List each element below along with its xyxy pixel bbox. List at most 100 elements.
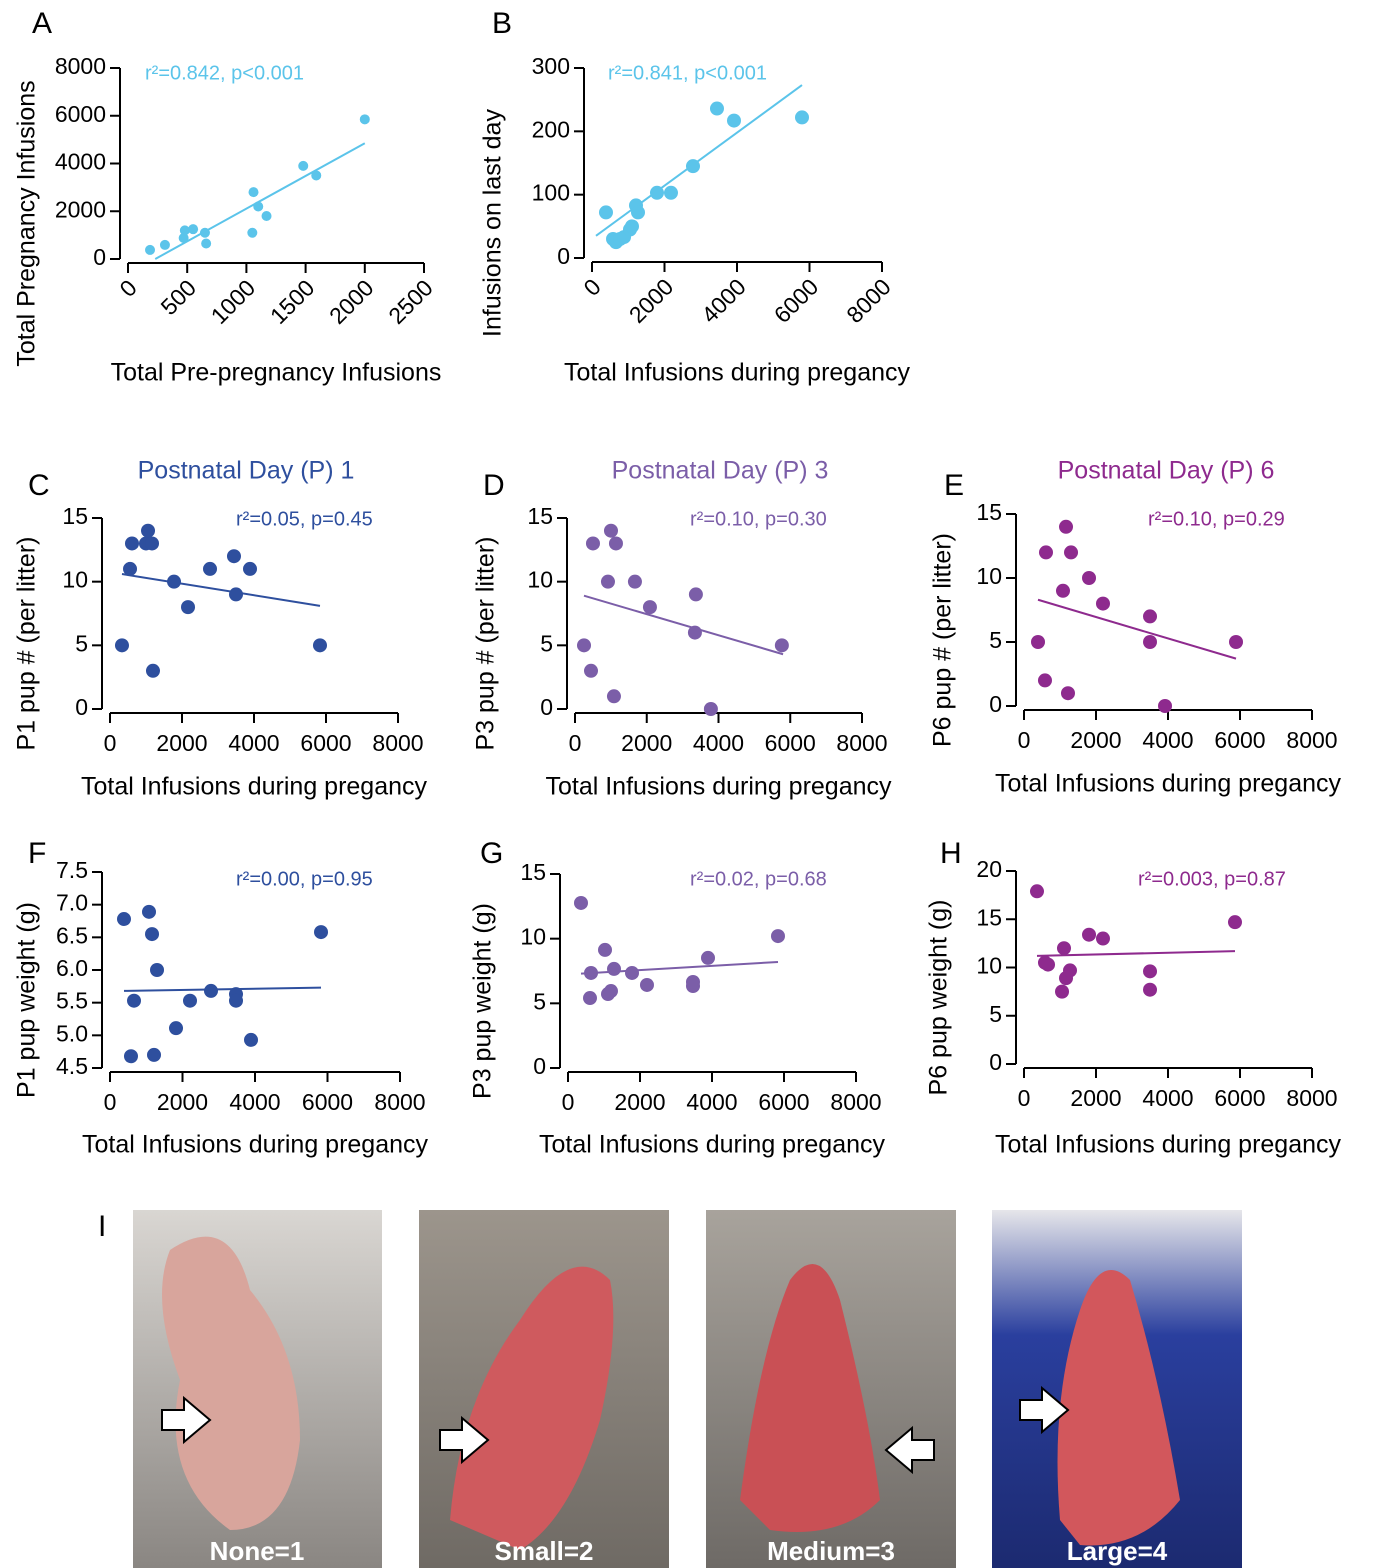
photo-panel: I None=1 Small=2 Medium=3 Large=4 (98, 1210, 1242, 1568)
y-axis-label: Total Pregnancy Infusions (13, 80, 41, 366)
y-tick-label: 5 (75, 630, 88, 656)
chart: 0 5 10 15 20 0 2000 4000 6000 8000 Total Infusions… (925, 837, 1342, 1159)
point (1055, 984, 1070, 999)
x-tick-label: 2000 (156, 730, 207, 756)
point (1029, 884, 1044, 899)
y-tick-label: 0 (557, 243, 570, 269)
point (199, 227, 210, 238)
trend-line (583, 594, 784, 656)
arrow (1019, 1385, 1070, 1435)
y-tick-label: 10 (62, 567, 88, 593)
annotation: r²=0.05, p=0.45 (236, 508, 373, 530)
panel-letter: E (944, 469, 964, 502)
point (178, 232, 189, 243)
annotation: r²=0.842, p<0.001 (145, 62, 304, 84)
y-axis-label: P6 pup weight (g) (925, 900, 953, 1096)
point (1037, 673, 1052, 688)
y-tick-label: 5 (540, 630, 553, 656)
y-tick-label: 5 (989, 627, 1002, 653)
point (608, 536, 623, 551)
x-tick-label: 8000 (372, 730, 423, 756)
x-axis-label: Total Infusions during pregancy (995, 1131, 1342, 1159)
x-tick-label: 8000 (836, 730, 887, 756)
point (145, 244, 156, 255)
x-axis-label: Total Pre-pregnancy Infusions (111, 359, 442, 387)
point (188, 224, 199, 235)
point (573, 895, 588, 910)
point (181, 600, 196, 615)
point (150, 963, 165, 977)
point (1063, 963, 1078, 978)
point (1056, 941, 1071, 956)
x-tick-label: 0 (562, 1089, 575, 1115)
point (1082, 571, 1097, 585)
point (1227, 915, 1242, 930)
trend-line (595, 84, 803, 237)
y-tick-label: 15 (520, 859, 546, 885)
x-axis-label: Total Infusions during pregancy (995, 770, 1342, 798)
point (312, 638, 327, 653)
y-tick-label: 6.0 (56, 955, 88, 981)
point (123, 1049, 138, 1064)
x-tick-label: 6000 (1214, 1085, 1265, 1111)
point (201, 238, 212, 249)
point (1143, 964, 1157, 979)
panel-letter: B (492, 7, 512, 40)
y-tick-label: 8000 (55, 53, 106, 79)
point (639, 977, 654, 992)
annotation: r²=0.003, p=0.87 (1138, 868, 1286, 890)
point (226, 549, 241, 564)
point (145, 927, 160, 942)
photo-label: Medium=3 (767, 1536, 895, 1566)
point (145, 536, 160, 551)
y-axis-label: P1 pup weight (g) (13, 902, 41, 1098)
point (582, 991, 597, 1006)
y-axis-label: P1 pup # (per litter) (13, 537, 41, 751)
point (114, 638, 129, 653)
point (770, 929, 785, 944)
photo-label: Large=4 (1067, 1536, 1168, 1566)
point (1064, 545, 1079, 560)
point (1143, 982, 1157, 997)
chart-title: Postnatal Day (P) 3 (612, 457, 829, 485)
y-tick-label: 5.5 (56, 988, 88, 1014)
x-tick-label: 0 (1018, 1085, 1031, 1111)
point (685, 974, 700, 989)
point (229, 993, 244, 1008)
arrow (439, 1415, 490, 1465)
point (1031, 635, 1046, 649)
chart: 0 5 10 15 0 2000 4000 6000 8000 Total Infusions d… (472, 457, 892, 801)
x-tick-label: 0 (578, 273, 605, 300)
trend-line (121, 573, 321, 607)
point (1082, 927, 1097, 942)
point (261, 211, 272, 222)
annotation: r²=0.10, p=0.29 (1148, 508, 1285, 530)
x-axis-label: Total Infusions during pregancy (564, 359, 911, 387)
x-tick-label: 6000 (758, 1089, 809, 1115)
point (774, 638, 789, 653)
x-tick-label: 6000 (769, 273, 824, 328)
point (116, 912, 131, 927)
point (701, 950, 716, 965)
x-axis-label: Total Infusions during pregancy (81, 773, 428, 801)
chart: 0 5 10 15 0 2000 4000 6000 8000 Total Infusions d… (13, 457, 428, 801)
y-tick-label: 0 (75, 694, 88, 720)
chart: 0 100 200 300 0 2000 4000 6000 8000 Total Infusio… (479, 7, 911, 387)
x-tick-label: 6000 (765, 730, 816, 756)
y-tick-label: 0 (989, 1049, 1002, 1075)
x-tick-label: 2000 (1070, 727, 1121, 753)
y-tick-label: 0 (93, 244, 106, 270)
x-tick-label: 0 (104, 1089, 117, 1115)
point (244, 1032, 259, 1047)
point (584, 965, 599, 980)
y-tick-label: 20 (976, 856, 1002, 882)
point (584, 663, 599, 678)
point (1060, 686, 1075, 701)
x-tick-label: 1000 (206, 274, 261, 329)
chart: 0 5 10 15 0 2000 4000 6000 8000 Total Infusions d… (469, 837, 886, 1159)
point (1095, 931, 1110, 946)
pup (740, 1264, 880, 1532)
point (179, 225, 190, 236)
point (229, 587, 243, 602)
